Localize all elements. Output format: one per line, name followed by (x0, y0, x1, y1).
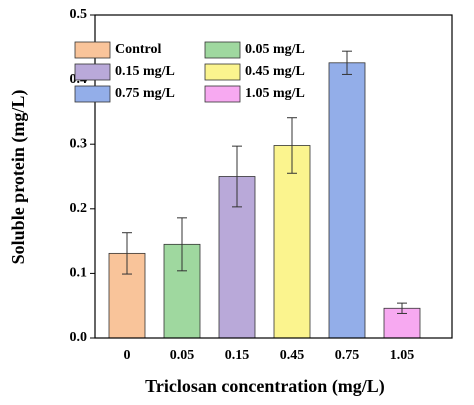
y-axis-label: Soluble protein (mg/L) (8, 90, 29, 265)
x-tick-label: 1.05 (390, 348, 415, 363)
legend-swatch (74, 63, 111, 81)
legend-swatch (204, 85, 241, 103)
x-tick-label: 0.15 (225, 348, 250, 363)
y-tick-label: 0.0 (70, 330, 88, 345)
legend-swatch (204, 41, 241, 59)
y-tick-label: 0.3 (70, 136, 88, 151)
legend-label: Control (115, 42, 162, 57)
legend-label: 1.05 mg/L (245, 86, 305, 101)
legend-label: 0.75 mg/L (115, 86, 175, 101)
legend-label: 0.05 mg/L (245, 42, 305, 57)
bar (273, 145, 311, 339)
x-tick-label: 0.75 (335, 348, 360, 363)
legend-swatch (74, 85, 111, 103)
x-tick-label: 0 (124, 348, 131, 363)
y-tick-label: 0.5 (70, 7, 88, 22)
y-tick-label: 0.2 (70, 201, 88, 216)
legend-swatch (204, 63, 241, 81)
x-tick-label: 0.45 (280, 348, 305, 363)
x-axis-label: Triclosan concentration (mg/L) (145, 376, 385, 397)
plot-frame (94, 14, 453, 339)
x-tick-label: 0.05 (170, 348, 195, 363)
bar (328, 62, 366, 339)
legend-label: 0.45 mg/L (245, 64, 305, 79)
legend-label: 0.15 mg/L (115, 64, 175, 79)
y-tick-label: 0.1 (70, 266, 88, 281)
legend-swatch (74, 41, 111, 59)
